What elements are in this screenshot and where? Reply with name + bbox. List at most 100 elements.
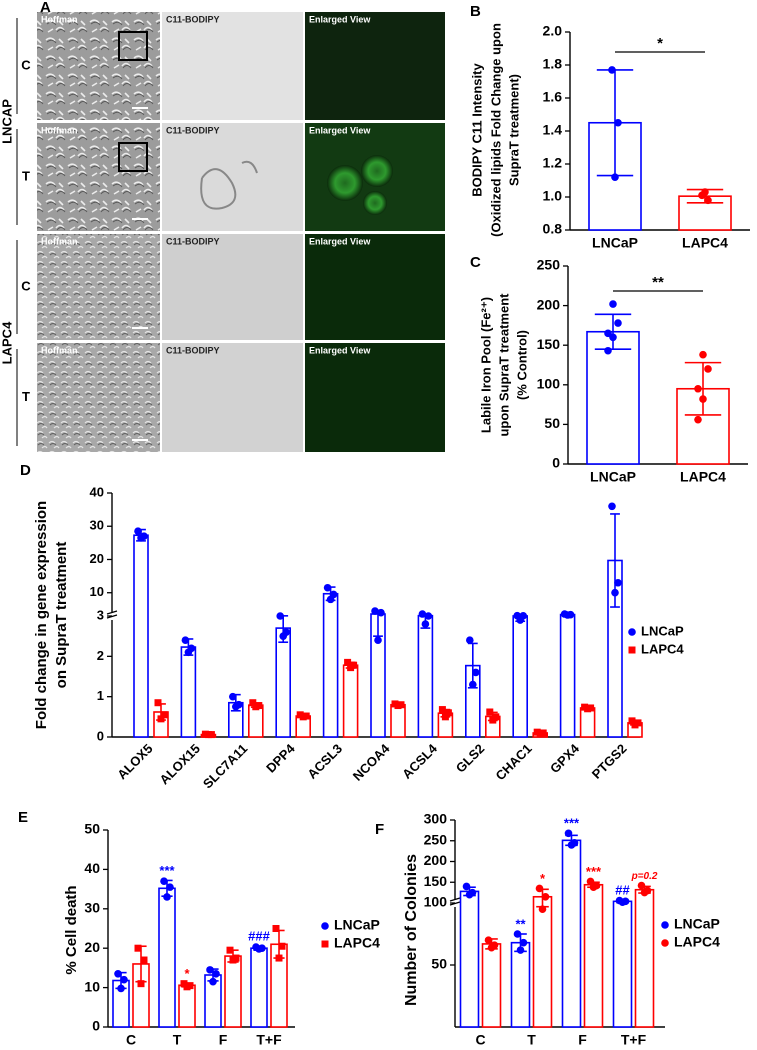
data-point <box>589 883 598 892</box>
y-tick-label: 50 <box>544 415 560 431</box>
x-tick-label: ACSL3 <box>304 741 345 782</box>
data-point <box>631 721 639 729</box>
data-point <box>371 607 379 615</box>
data-point <box>321 922 329 930</box>
y-tick-label: 250 <box>424 831 448 847</box>
x-tick-label: ALOX5 <box>114 741 155 782</box>
data-point <box>229 692 237 701</box>
significance: ### <box>248 929 270 944</box>
data-point <box>609 333 617 342</box>
y-tick-label: 2 <box>97 648 104 663</box>
data-point <box>586 877 595 886</box>
significance: * <box>657 35 663 52</box>
image-label: Hoffman <box>41 236 78 246</box>
bar <box>250 947 268 1028</box>
data-point <box>661 921 669 929</box>
data-point <box>608 66 616 74</box>
y-tick-label: 50 <box>84 821 100 837</box>
bar <box>510 941 531 1028</box>
y-tick-label: 200 <box>424 852 448 868</box>
bar <box>583 883 604 1028</box>
data-point <box>699 395 707 403</box>
data-point <box>618 898 627 906</box>
panel-label: E <box>18 809 28 826</box>
significance: *** <box>159 863 175 878</box>
x-tick-label: CHAC1 <box>492 741 534 783</box>
data-point <box>538 905 547 913</box>
data-point <box>160 711 168 719</box>
axis-break <box>106 610 118 619</box>
y-tick-label: 250 <box>537 257 561 273</box>
legend-label: LNCaP <box>334 917 380 933</box>
data-point <box>628 717 636 725</box>
significance: *** <box>564 816 580 831</box>
bar <box>158 887 176 1028</box>
data-point <box>465 890 474 899</box>
data-point <box>299 713 307 721</box>
y-tick-label: 30 <box>90 518 104 533</box>
fluorescent-cell <box>363 191 387 215</box>
data-point <box>661 939 669 947</box>
y-tick-label: 100 <box>424 894 448 910</box>
data-point <box>212 970 220 978</box>
panel-label: D <box>20 462 31 479</box>
data-point <box>278 942 286 950</box>
data-point <box>563 611 572 619</box>
data-point <box>608 502 616 511</box>
data-point <box>114 970 122 978</box>
panel-label: F <box>375 821 384 838</box>
x-tick-label: PTGS2 <box>589 741 630 782</box>
y-axis-label: Labile Iron Pool (Fe²⁺) <box>478 297 493 433</box>
data-point <box>584 705 592 713</box>
image-label: Enlarged View <box>309 345 371 355</box>
data-point <box>489 716 497 724</box>
micrograph <box>162 123 303 231</box>
data-point <box>513 930 522 938</box>
y-tick-label: 200 <box>537 296 561 312</box>
data-point <box>704 196 712 205</box>
data-point <box>160 877 168 886</box>
x-tick-label: F <box>219 1032 228 1048</box>
data-point <box>614 118 622 127</box>
y-axis-label: upon SupraT treatment <box>496 293 511 437</box>
y-tick-label: 3 <box>97 607 104 622</box>
y-tick-label: 1 <box>97 688 104 703</box>
data-point <box>701 188 709 196</box>
y-tick-label: 1.6 <box>543 89 563 105</box>
bar <box>579 707 596 738</box>
data-point <box>226 946 234 954</box>
data-point <box>628 646 636 654</box>
data-point <box>134 944 142 952</box>
data-point <box>275 954 283 962</box>
data-point <box>628 628 636 636</box>
y-axis-label: Number of Colonies <box>403 854 420 1006</box>
legend-label: LAPC4 <box>674 934 720 950</box>
panel-label: A <box>40 0 51 16</box>
image-label: Hoffman <box>41 14 78 24</box>
y-tick-label: 150 <box>424 873 448 889</box>
image-label: Hoffman <box>41 125 78 135</box>
legend-label: LAPC4 <box>334 935 380 951</box>
data-point <box>516 946 525 954</box>
x-tick-label: LAPC4 <box>680 469 726 485</box>
y-tick-label: 30 <box>84 900 100 916</box>
y-tick-label: 0.8 <box>543 221 563 237</box>
y-tick-label: 40 <box>90 484 104 499</box>
significance: ** <box>652 274 664 291</box>
data-point <box>137 534 145 542</box>
x-tick-label: T+F <box>621 1032 647 1048</box>
legend-label: LNCaP <box>674 916 720 932</box>
y-tick-label: 1.2 <box>543 155 563 171</box>
bar <box>559 613 576 738</box>
data-point <box>181 636 190 644</box>
bar <box>322 592 339 738</box>
y-tick-label: 300 <box>424 811 448 827</box>
x-tick-label: T <box>527 1032 536 1048</box>
bar <box>133 534 149 738</box>
significance: ## <box>615 883 630 898</box>
data-point <box>232 702 240 711</box>
y-axis-label: % Cell death <box>63 885 80 974</box>
data-point <box>255 945 263 953</box>
x-tick-label: C <box>475 1032 485 1048</box>
